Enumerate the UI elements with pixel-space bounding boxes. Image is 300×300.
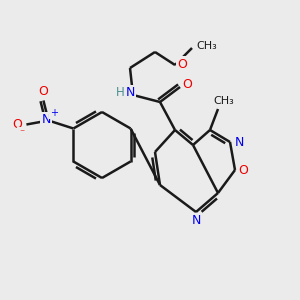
Text: N: N: [191, 214, 201, 227]
Text: CH₃: CH₃: [214, 96, 234, 106]
Text: +: +: [50, 107, 59, 118]
Text: O: O: [177, 58, 187, 70]
Text: O: O: [38, 85, 48, 98]
Text: O: O: [182, 79, 192, 92]
Text: N: N: [125, 86, 135, 100]
Text: N: N: [42, 113, 51, 126]
Text: O: O: [13, 118, 22, 131]
Text: H: H: [116, 86, 124, 100]
Text: ⁻: ⁻: [19, 128, 24, 139]
Text: O: O: [238, 164, 248, 176]
Text: CH₃: CH₃: [196, 41, 218, 51]
Text: N: N: [234, 136, 244, 148]
